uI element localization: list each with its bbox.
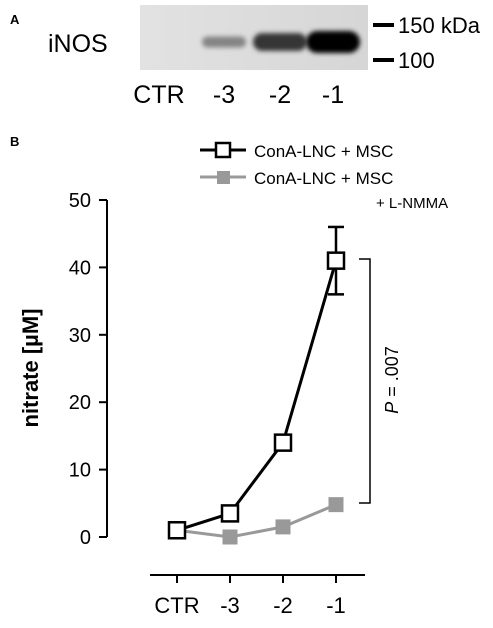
significance-bracket <box>359 258 371 504</box>
lane-label-1: -1 <box>322 81 344 109</box>
legend-label-series-1: ConA-LNC + MSC <box>254 142 393 161</box>
series-1 <box>167 225 346 540</box>
p-value-symbol: P <box>382 402 402 414</box>
panel-b-letter: B <box>10 134 19 149</box>
blot-band-lane-3 <box>253 33 307 51</box>
inos-label: iNOS <box>48 30 108 58</box>
significance-annotation: P = .007 <box>359 258 402 504</box>
blot-band-lane-2 <box>202 36 246 48</box>
legend: ConA-LNC + MSC ConA-LNC + MSC + L-NMMA <box>200 141 448 212</box>
y-tick-label: 10 <box>69 460 91 482</box>
series-1-line <box>176 260 338 532</box>
x-tick-label: CTR <box>154 593 199 618</box>
panel-a: A iNOS 150 kDa 100 CTR -3 -2 -1 <box>10 5 481 109</box>
data-point <box>222 529 238 545</box>
y-tick-label: 50 <box>69 190 91 212</box>
data-point <box>328 497 344 513</box>
panel-a-letter: A <box>10 12 20 27</box>
data-point <box>220 504 240 523</box>
panel-b: B ConA-LNC + MSC ConA-LNC + MSC + L-NMMA… <box>10 134 448 618</box>
blot-bands <box>202 31 360 53</box>
blot-band-lane-4 <box>306 31 360 53</box>
y-tick-label: 0 <box>80 527 91 549</box>
legend-marker-series-2 <box>217 171 230 184</box>
x-tick-label: -1 <box>326 593 346 618</box>
legend-label-series-2-line2: + L-NMMA <box>376 195 448 212</box>
y-tick-label: 20 <box>69 392 91 414</box>
y-tick-label: 30 <box>69 325 91 347</box>
series-2 <box>169 497 344 545</box>
data-point <box>275 519 291 535</box>
series-2-line <box>176 503 337 539</box>
lane-label-3: -3 <box>213 81 235 109</box>
y-axis-label: nitrate [µM] <box>18 308 43 427</box>
series-group <box>167 225 346 545</box>
lane-label-2: -2 <box>269 81 291 109</box>
marker-100-label: 100 <box>398 48 435 73</box>
plot-area: 0 10 20 30 40 50 CTR -3 -2 -1 <box>69 190 365 618</box>
p-value-label: P = .007 <box>382 346 402 414</box>
data-point <box>273 433 293 452</box>
marker-150-label: 150 kDa <box>398 13 481 38</box>
x-ticks: CTR -3 -2 -1 <box>154 575 346 618</box>
x-tick-label: -2 <box>273 593 293 618</box>
data-point <box>167 521 187 540</box>
legend-marker-series-1 <box>214 141 232 159</box>
p-value-number: = .007 <box>382 346 402 402</box>
lane-label-ctr: CTR <box>133 81 184 109</box>
legend-label-series-2-line1: ConA-LNC + MSC <box>254 169 393 188</box>
y-ticks: 0 10 20 30 40 50 <box>69 190 107 549</box>
y-tick-label: 40 <box>69 257 91 279</box>
x-tick-label: -3 <box>220 593 240 618</box>
data-point <box>326 251 346 270</box>
